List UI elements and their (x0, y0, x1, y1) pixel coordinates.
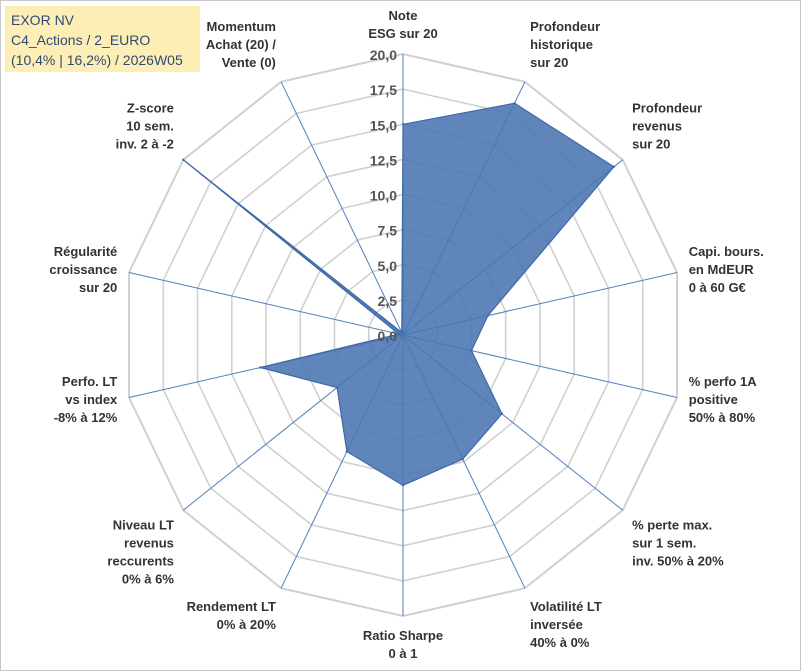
axis-label-line: vs index (65, 392, 118, 407)
info-period: (10,4% | 16,2%) / 2026W05 (11, 52, 183, 68)
tick-label: 12,5 (370, 152, 397, 168)
tick-label: 5,0 (378, 258, 398, 274)
tick-label: 7,5 (378, 223, 398, 239)
axis-label-line: Z-score (127, 100, 174, 115)
tick-label: 2,5 (378, 293, 398, 309)
axis-label: Rendement LT 0% à 20% (187, 599, 277, 632)
axis-label-line: sur 20 (632, 136, 670, 151)
axis-label: % perte max. sur 1 sem. inv. 50% à 20% (632, 518, 724, 569)
axis-spoke (128, 272, 404, 336)
axis-label-line: 0 à 60 G€ (689, 280, 746, 295)
data-point (470, 349, 473, 352)
data-point (486, 314, 490, 317)
axis-label-line: 40% à 0% (530, 635, 590, 650)
axis-label-line: Achat (20) / (206, 37, 276, 52)
axis-label-line: sur 20 (530, 55, 568, 70)
axis-label-line: revenus (632, 118, 682, 133)
axis-label: Niveau LT revenus reccurents 0% à 6% (107, 518, 174, 587)
data-point (401, 484, 405, 487)
axis-label-line: historique (530, 37, 593, 52)
axis-label-line: 0 à 1 (389, 646, 418, 661)
axis-label-line: Rendement LT (187, 599, 276, 614)
axis-label: Profondeur revenus sur 20 (632, 100, 702, 151)
info-title: EXOR NV (11, 12, 75, 28)
axis-label-line: en MdEUR (689, 262, 755, 277)
axis-label-line: Note (389, 8, 418, 23)
axis-label-line: Profondeur (632, 100, 702, 115)
data-point (335, 386, 339, 389)
axis-label-line: Vente (0) (222, 55, 276, 70)
data-point (259, 366, 262, 369)
axis-label-line: positive (689, 392, 738, 407)
axis-label-line: reccurents (107, 554, 173, 569)
data-point (500, 412, 504, 415)
tick-layer: 0,0 2,5 5,0 7,5 10,0 12,5 15,0 17,5 20,0 (370, 47, 397, 344)
tick-label: 10,0 (370, 188, 397, 204)
axis-label-line: Ratio Sharpe (363, 628, 443, 643)
axis-label-line: Volatilité LT (530, 599, 602, 614)
info-category: C4_Actions / 2_EURO (11, 32, 151, 48)
info-box: EXOR NV C4_Actions / 2_EURO (10,4% | 16,… (5, 6, 200, 72)
axis-label: Profondeur historique sur 20 (530, 19, 600, 70)
data-point (401, 123, 405, 126)
axis-label: Z-score 10 sem. inv. 2 à -2 (116, 100, 174, 151)
axis-label-line: Capi. bours. (689, 244, 764, 259)
axis-label: Momentum Achat (20) / Vente (0) (206, 19, 276, 70)
axis-label-line: sur 20 (79, 280, 117, 295)
axis-label-line: revenus (124, 536, 174, 551)
tick-label: 20,0 (370, 47, 397, 63)
axis-label-line: Momentum (207, 19, 276, 34)
axis-label-line: Profondeur (530, 19, 600, 34)
axis-label-line: inv. 2 à -2 (116, 136, 174, 151)
axis-label-line: Niveau LT (113, 518, 174, 533)
axis-label-line: % perfo 1A (689, 374, 758, 389)
data-point (612, 165, 616, 168)
axis-label: Ratio Sharpe 0 à 1 (363, 628, 443, 661)
axis-label-line: 0% à 20% (217, 617, 277, 632)
data-point (397, 332, 401, 336)
data-point (400, 331, 403, 334)
axis-label-line: -8% à 12% (54, 410, 118, 425)
axis-label: Note ESG sur 20 (368, 8, 437, 41)
axis-spoke (280, 81, 404, 336)
axis-label-line: Régularité (54, 244, 118, 259)
axis-label-line: croissance (49, 262, 117, 277)
axis-label-line: inv. 50% à 20% (632, 554, 724, 569)
axis-label: Perfo. LT vs index -8% à 12% (54, 374, 118, 425)
axis-label-line: ESG sur 20 (368, 26, 437, 41)
axis-label: Régularité croissance sur 20 (49, 244, 117, 295)
data-point (345, 450, 349, 453)
tick-label: 0,0 (378, 328, 398, 344)
data-point (182, 158, 185, 161)
axis-label: Volatilité LT inversée 40% à 0% (530, 599, 602, 650)
axis-label-line: % perte max. (632, 518, 712, 533)
axis-label-line: 0% à 6% (122, 572, 174, 587)
series-layer (182, 102, 616, 487)
data-point (461, 457, 464, 461)
axis-label-line: 10 sem. (126, 118, 174, 133)
tick-label: 15,0 (370, 117, 397, 133)
axis-label-line: 50% à 80% (689, 410, 756, 425)
axis-label: Capi. bours. en MdEUR 0 à 60 G€ (689, 244, 764, 295)
axis-label-line: Perfo. LT (62, 374, 117, 389)
tick-label: 17,5 (370, 82, 397, 98)
axis-label-line: inversée (530, 617, 583, 632)
axis-label: % perfo 1A positive 50% à 80% (689, 374, 758, 425)
data-point (513, 102, 516, 105)
axis-label-layer: Note ESG sur 20 Profondeur historique sur 20… (49, 8, 763, 661)
axis-label-line: sur 1 sem. (632, 536, 696, 551)
